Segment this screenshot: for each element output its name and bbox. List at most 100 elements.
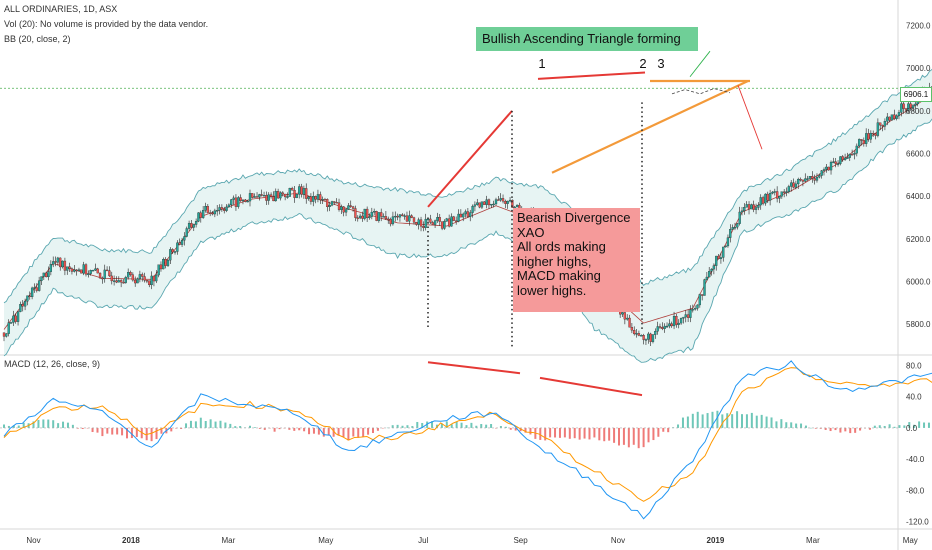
candle-body	[316, 194, 320, 200]
macd-histogram-bar	[52, 420, 55, 428]
candle-body	[237, 197, 240, 207]
candle-body	[262, 195, 266, 197]
macd-histogram-bar	[293, 427, 296, 431]
candle-body	[675, 316, 678, 325]
candle-body	[785, 191, 788, 193]
candle-body	[832, 161, 835, 163]
candle-body	[876, 122, 880, 136]
candle-body	[848, 154, 851, 158]
macd-histogram-bar	[337, 427, 340, 436]
candle-body	[661, 327, 664, 329]
candle-body	[98, 272, 102, 279]
macd-histogram-bar	[790, 422, 793, 428]
volume-legend: Vol (20): No volume is provided by the d…	[4, 19, 209, 29]
macd-histogram-bar	[667, 427, 670, 433]
candle-body	[504, 201, 507, 204]
candle-body	[105, 269, 109, 272]
candle-body	[30, 287, 34, 298]
macd-histogram-bar	[691, 413, 694, 428]
candle-body	[855, 145, 858, 154]
candle-body	[276, 191, 280, 199]
macd-histogram-bar	[672, 427, 675, 428]
macd-histogram-bar	[681, 417, 684, 428]
candle-body	[459, 213, 463, 218]
candle-body	[333, 201, 336, 203]
candle-body	[642, 335, 645, 340]
time-tick-label: Mar	[221, 536, 235, 545]
candle-body	[248, 193, 252, 202]
candle-body	[253, 196, 256, 198]
candle-body	[225, 206, 228, 211]
macd-histogram-bar	[381, 427, 384, 429]
macd-histogram-bar	[22, 422, 25, 428]
macd-histogram-bar	[101, 427, 104, 437]
candle-body	[143, 276, 146, 281]
macd-histogram-bar	[701, 414, 704, 428]
candle-body	[190, 223, 193, 228]
macd-histogram-bar	[273, 427, 276, 432]
candle-body	[820, 170, 823, 176]
candle-body	[274, 191, 277, 202]
candle-body	[396, 215, 399, 218]
candle-body	[635, 333, 638, 335]
candle-body	[244, 199, 247, 202]
candle-body	[827, 166, 830, 171]
candle-body	[87, 273, 90, 275]
candle-body	[326, 199, 329, 208]
candle-body	[356, 217, 359, 219]
candle-body	[84, 264, 88, 275]
candle-body	[19, 304, 22, 312]
candle-body	[192, 224, 195, 228]
candle-body	[715, 255, 718, 266]
macd-histogram-bar	[455, 421, 458, 428]
candle-body	[73, 269, 76, 272]
candle-body	[757, 204, 760, 208]
candle-body	[747, 204, 751, 210]
candle-body	[358, 215, 362, 219]
candle-body	[487, 199, 491, 206]
macd-histogram-bar	[519, 427, 522, 432]
macd-histogram-bar	[544, 427, 547, 441]
candle-body	[77, 269, 81, 272]
macd-histogram-bar	[391, 425, 394, 428]
candle-body	[471, 206, 474, 213]
macd-histogram-bar	[180, 427, 183, 429]
candle-body	[54, 261, 57, 263]
candle-body	[729, 229, 732, 238]
macd-histogram-bar	[86, 427, 89, 429]
candle-body	[127, 272, 130, 278]
macd-tick-label: 40.0	[906, 393, 922, 402]
candle-body	[818, 175, 821, 178]
macd-histogram-bar	[298, 427, 301, 431]
candle-body	[663, 325, 666, 329]
candle-body	[115, 280, 118, 283]
candle-body	[879, 122, 882, 126]
candle-body	[888, 116, 891, 121]
candle-body	[187, 223, 191, 229]
candle-body	[403, 215, 406, 217]
candle-body	[157, 264, 160, 276]
candle-body	[497, 199, 500, 201]
macd-histogram-bar	[3, 424, 5, 428]
price-tick-label: 6400.0	[906, 192, 931, 201]
macd-histogram-bar	[716, 410, 719, 428]
candle-body	[241, 199, 245, 202]
macd-histogram-bar	[303, 427, 306, 432]
candle-body	[895, 115, 898, 119]
candle-body	[490, 203, 493, 206]
macd-histogram-bar	[76, 427, 79, 429]
macd-histogram-bar	[189, 420, 192, 428]
macd-histogram-bar	[927, 422, 930, 428]
candle-body	[811, 176, 814, 179]
macd-histogram-bar	[873, 425, 876, 428]
candle-body	[513, 206, 516, 209]
candle-body	[7, 322, 10, 334]
macd-histogram-bar	[563, 427, 566, 438]
macd-histogram-bar	[130, 427, 133, 439]
candle-body	[670, 323, 673, 327]
divergence-line: All ords making	[517, 239, 606, 254]
candle-body	[171, 249, 174, 253]
macd-histogram-bar	[741, 414, 743, 428]
candle-body	[68, 266, 71, 269]
